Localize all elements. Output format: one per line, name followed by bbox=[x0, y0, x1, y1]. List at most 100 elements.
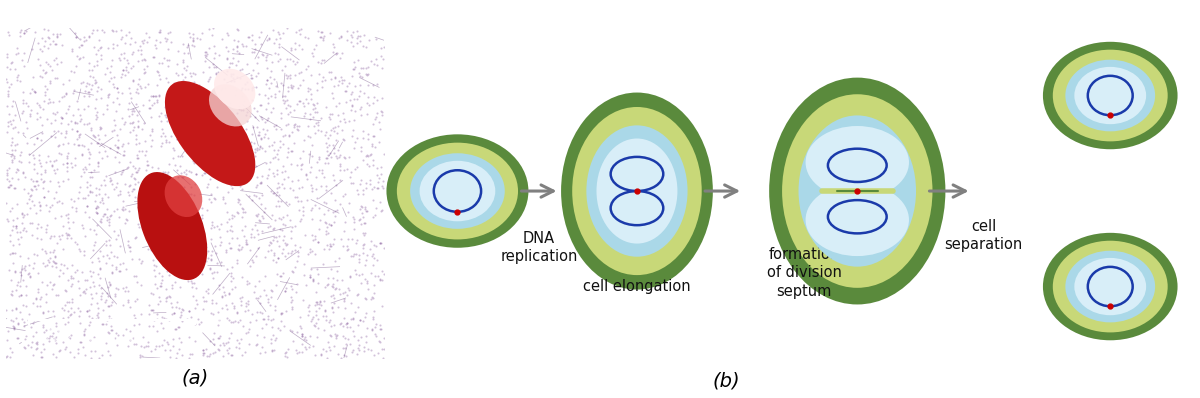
Point bbox=[332, 319, 352, 326]
Point bbox=[353, 128, 372, 135]
Point bbox=[232, 246, 251, 252]
Point bbox=[26, 210, 46, 216]
Point bbox=[98, 303, 118, 310]
Point bbox=[59, 150, 78, 156]
Point bbox=[362, 327, 382, 334]
Point bbox=[259, 172, 278, 178]
Point bbox=[264, 170, 283, 176]
Point bbox=[308, 316, 328, 323]
Point bbox=[288, 127, 307, 133]
Point bbox=[316, 77, 335, 84]
Point bbox=[181, 148, 200, 154]
Point bbox=[365, 255, 384, 261]
Point bbox=[182, 106, 202, 113]
Point bbox=[205, 243, 224, 249]
Point bbox=[119, 191, 138, 198]
Point bbox=[238, 281, 257, 287]
Point bbox=[139, 342, 158, 349]
Point bbox=[312, 183, 331, 189]
Point bbox=[65, 120, 84, 127]
Point bbox=[331, 201, 350, 207]
Point bbox=[251, 350, 270, 356]
Point bbox=[136, 188, 155, 195]
Point bbox=[253, 126, 272, 132]
Point bbox=[311, 34, 330, 40]
Point bbox=[46, 215, 65, 221]
Point bbox=[7, 201, 26, 207]
Point bbox=[235, 132, 254, 138]
Point bbox=[337, 166, 356, 172]
Point bbox=[254, 119, 274, 126]
Point bbox=[113, 285, 132, 291]
Point bbox=[299, 133, 318, 139]
Point bbox=[197, 183, 216, 190]
Point bbox=[206, 64, 226, 70]
Point bbox=[128, 118, 148, 125]
Point bbox=[282, 297, 301, 304]
Point bbox=[167, 110, 186, 117]
Point bbox=[140, 105, 160, 111]
Point bbox=[269, 242, 288, 249]
Point bbox=[151, 280, 170, 286]
Point bbox=[281, 74, 300, 81]
Point bbox=[128, 90, 148, 96]
Point bbox=[356, 257, 376, 263]
Point bbox=[262, 240, 281, 246]
Point bbox=[73, 344, 92, 350]
Point bbox=[36, 291, 55, 298]
Point bbox=[68, 141, 88, 148]
Point bbox=[216, 44, 235, 51]
Point bbox=[254, 134, 274, 140]
Point bbox=[151, 133, 170, 139]
Point bbox=[143, 164, 162, 170]
Point bbox=[68, 305, 88, 311]
Point bbox=[19, 271, 38, 277]
Point bbox=[269, 255, 288, 261]
Point bbox=[332, 127, 352, 133]
Point bbox=[0, 170, 17, 176]
Point bbox=[109, 268, 128, 274]
Point bbox=[275, 322, 294, 329]
Point bbox=[121, 65, 140, 71]
Point bbox=[80, 173, 100, 179]
Point bbox=[317, 129, 336, 135]
Point bbox=[44, 335, 64, 341]
Point bbox=[289, 27, 308, 33]
Point bbox=[96, 320, 115, 327]
Point bbox=[167, 211, 186, 218]
Point bbox=[120, 129, 139, 135]
Point bbox=[95, 132, 114, 138]
Point bbox=[180, 191, 199, 197]
Point bbox=[268, 147, 287, 154]
Point bbox=[52, 59, 71, 65]
Point bbox=[224, 168, 244, 174]
Point bbox=[109, 213, 128, 220]
Ellipse shape bbox=[164, 175, 203, 217]
Point bbox=[186, 181, 205, 187]
Point bbox=[260, 340, 280, 347]
Point bbox=[280, 133, 299, 139]
Point bbox=[245, 283, 264, 289]
Point bbox=[59, 219, 78, 226]
Point bbox=[86, 316, 106, 322]
Point bbox=[86, 134, 106, 140]
Point bbox=[236, 209, 256, 215]
Point bbox=[254, 209, 274, 215]
Point bbox=[150, 298, 169, 304]
Point bbox=[36, 250, 55, 256]
Point bbox=[154, 169, 173, 176]
Point bbox=[62, 305, 82, 311]
Point bbox=[328, 332, 347, 338]
Point bbox=[276, 285, 295, 291]
Point bbox=[68, 44, 88, 51]
Point bbox=[161, 208, 180, 215]
Point bbox=[91, 275, 110, 281]
Point bbox=[282, 223, 301, 230]
Point bbox=[323, 308, 342, 315]
Point bbox=[304, 53, 323, 59]
Point bbox=[270, 214, 289, 220]
Point bbox=[175, 111, 194, 118]
Point bbox=[151, 250, 170, 256]
Point bbox=[211, 109, 230, 116]
Point bbox=[83, 174, 102, 180]
